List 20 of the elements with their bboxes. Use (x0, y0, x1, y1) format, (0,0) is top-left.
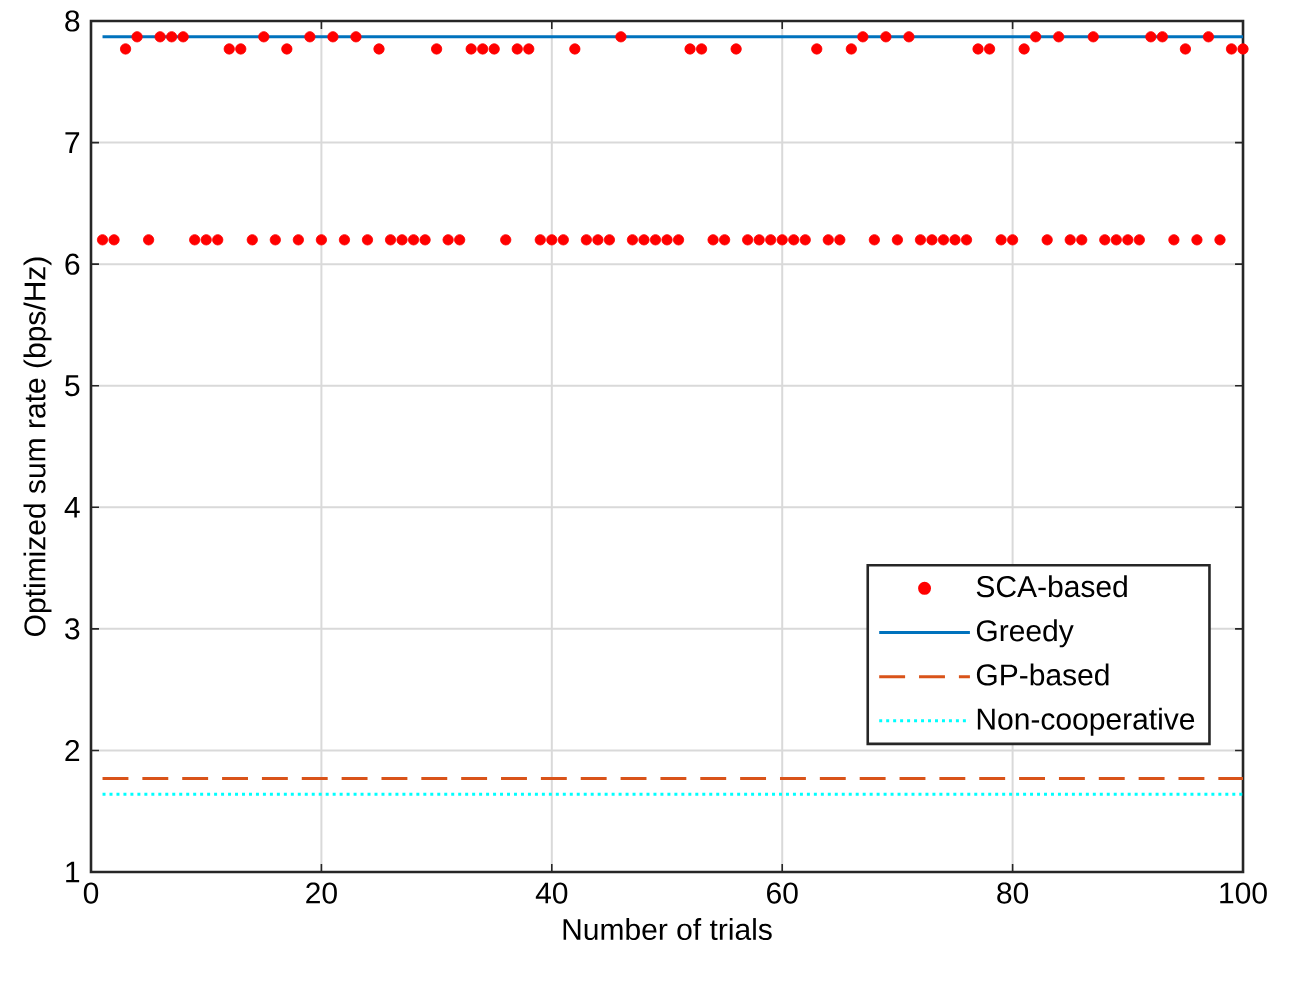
x-tick-label: 0 (83, 882, 99, 904)
x-tick-label: 100 (1220, 882, 1267, 904)
x-tick-label: 20 (306, 882, 337, 904)
y-tick-label: 1 (66, 861, 80, 883)
x-tick-label: 60 (767, 882, 798, 904)
y-tick-label: 2 (65, 739, 80, 761)
legend-label: Greedy (976, 619, 1074, 648)
y-tick-label: 6 (65, 253, 80, 275)
x-axis-title: Number of trials (563, 918, 772, 941)
legend-label: Non-cooperative (977, 707, 1195, 736)
y-axis-title: Optimized sum rate (bps/Hz) (23, 257, 52, 636)
legend-label: SCA-based (976, 575, 1127, 598)
y-tick-label: 4 (64, 496, 80, 518)
y-tick-label: 7 (65, 132, 80, 153)
x-tick-label: 40 (535, 882, 568, 904)
y-tick-label: 8 (65, 10, 80, 32)
legend-label: GP-based (976, 663, 1109, 686)
y-tick-label: 3 (65, 618, 80, 640)
x-tick-label: 80 (997, 882, 1029, 904)
y-tick-label: 5 (65, 375, 80, 397)
